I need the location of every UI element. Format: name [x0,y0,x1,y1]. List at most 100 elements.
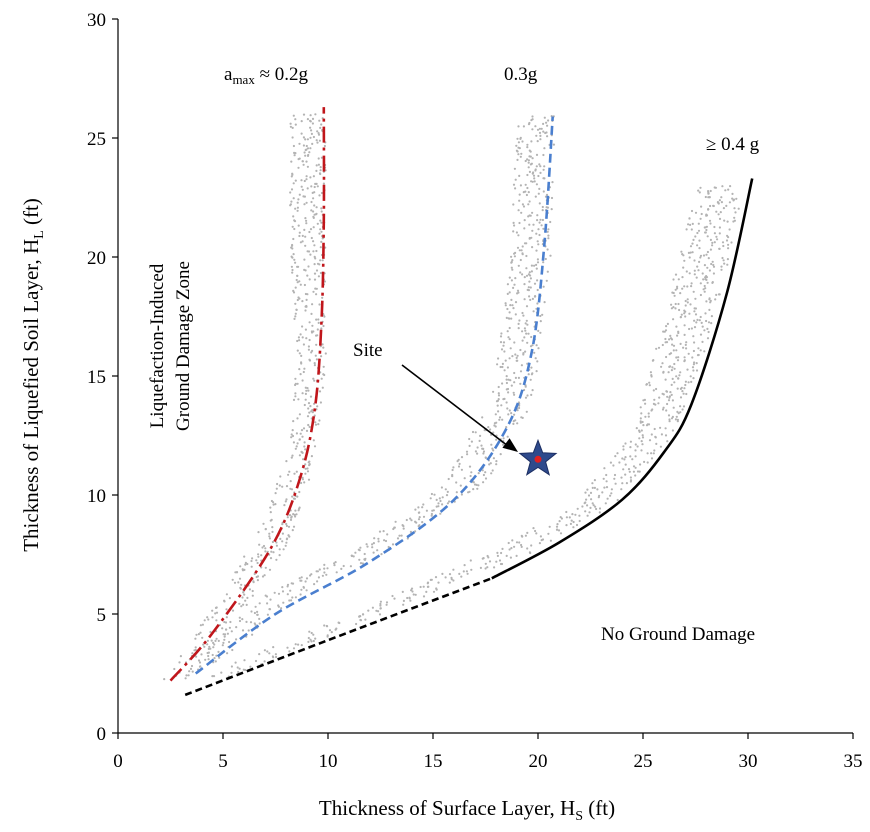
band-dot [530,335,533,339]
band-dot [674,302,677,306]
band-dot [494,413,497,416]
band-dot [506,366,509,369]
band-dot [549,220,552,224]
band-dot [292,525,296,528]
uncertainty-band [206,115,556,664]
band-dot [484,456,487,459]
band-dot [622,445,625,448]
band-dot [308,321,311,324]
band-dot [721,256,724,260]
band-dot [518,174,521,177]
band-dot [263,660,266,663]
band-dot [321,343,324,346]
band-dot [479,434,482,437]
band-dot [297,398,300,401]
band-dot [589,491,593,494]
band-dot [519,382,522,385]
band-dot [509,347,512,350]
band-dot [292,647,296,650]
band-dot [515,144,518,147]
band-dot [536,279,539,282]
band-dot [396,537,400,540]
band-dot [578,514,581,517]
band-dot [448,581,451,584]
band-dot [709,189,712,193]
band-dot [268,532,271,535]
band-dot [371,543,374,546]
band-dot [471,430,475,434]
band-dot [294,596,297,599]
site-arrow [401,364,513,450]
band-dot [268,537,271,540]
band-dot [508,317,511,320]
band-dot [299,373,302,376]
band-dot [291,596,294,599]
band-dot [516,292,519,295]
band-dot [676,334,679,337]
band-dot [521,339,524,342]
band-dot [296,298,299,302]
band-dot [294,286,297,289]
band-dot [297,224,300,227]
band-dot [605,473,608,477]
band-dot [377,537,380,540]
band-dot [688,256,691,259]
band-dot [313,379,316,382]
band-dot [541,218,545,222]
band-dot [708,308,711,311]
band-dot [197,633,200,636]
band-dot [298,280,301,283]
band-dot [315,293,318,296]
band-dot [470,440,473,443]
band-dot [533,177,536,180]
band-dot [311,122,314,125]
band-dot [514,187,517,190]
band-dot [491,447,494,450]
band-dot [513,252,516,255]
band-dot [305,337,308,340]
band-dot [319,126,322,129]
band-dot [305,589,308,592]
band-dot [318,419,321,422]
band-dot [354,551,357,554]
band-dot [314,113,317,116]
band-dot [666,322,670,325]
band-dot [514,313,517,316]
band-dot [323,563,326,567]
band-dot [722,207,726,210]
band-dot [298,368,301,371]
x-tick-label: 35 [844,751,863,772]
band-dot [318,232,321,235]
band-dot [510,255,513,258]
band-dot [480,444,483,447]
band-dot [702,254,706,257]
band-dot [676,418,680,421]
band-dot [245,620,248,624]
band-dot [355,622,358,626]
band-dot [541,538,545,541]
band-dot [484,477,488,480]
band-dot [320,377,323,380]
band-dot [211,609,214,612]
band-dot [319,259,322,262]
band-dot [700,212,703,216]
band-dot [516,246,520,249]
band-dot [279,475,282,478]
band-dot [546,206,550,209]
band-dot [313,204,316,207]
band-dot [679,342,682,345]
band-dot [320,355,323,358]
band-dot [539,314,542,318]
band-dot [676,285,679,288]
band-dot [253,611,256,615]
band-dot [193,649,196,652]
band-dot [525,332,528,335]
band-dot [539,320,542,323]
band-dot [722,244,725,248]
band-dot [307,640,310,644]
band-dot [363,552,366,556]
band-dot [694,235,697,238]
band-dot [315,269,319,272]
band-dot [275,487,278,490]
band-dot [312,250,315,253]
